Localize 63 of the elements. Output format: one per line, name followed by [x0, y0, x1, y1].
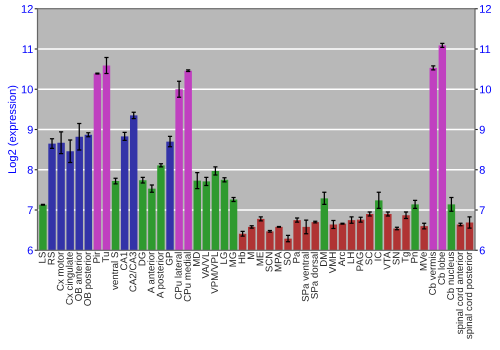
x-tick-label: Cx cingulate: [66, 252, 75, 305]
x-tick-label: Cb nucleus: [446, 252, 454, 300]
x-tick-label: CPu medial: [184, 252, 191, 302]
x-tick-label: Pa: [292, 252, 300, 263]
x-tick-label: LH: [347, 252, 354, 264]
x-tick-label: PAG: [356, 252, 364, 271]
x-tick-label: SPa dorsal: [310, 252, 318, 299]
x-tick-label: Pn: [410, 252, 418, 263]
y-tick-label: 9: [28, 126, 33, 134]
x-tick-label: MPA: [274, 252, 282, 272]
x-tick-label: Tu: [102, 252, 110, 262]
x-tick-label: CA2/CA3: [129, 252, 136, 292]
x-tick-label: OB posterior: [84, 252, 93, 306]
x-tick-label: CPu lateral: [174, 252, 182, 300]
x-tick-label: LG: [220, 252, 228, 264]
x-tick-label: Cb vermis: [428, 252, 436, 295]
x-tick-label: ventral S: [111, 252, 118, 290]
x-tick-label: MVe: [420, 252, 427, 270]
y-tick-label: 12: [22, 5, 33, 13]
x-tick-label: GP: [166, 252, 173, 266]
y-tick-label: 11: [22, 45, 33, 54]
x-tick-label: Cb lobe: [438, 252, 445, 285]
y-tick-label: 7: [28, 206, 33, 214]
y2-tick-label: 11: [480, 45, 490, 54]
x-tick-label: ME: [256, 252, 264, 266]
x-tick-label: M: [248, 252, 254, 259]
x-tick-label: A posterior: [156, 252, 166, 298]
x-tick-label: Hb: [238, 252, 246, 264]
x-tick-label: SPa ventral: [302, 252, 309, 302]
x-tick-label: CA1: [120, 252, 128, 270]
y2-tick-label: 12: [480, 5, 491, 13]
x-tick-label: Arc: [338, 252, 346, 266]
x-tick-label: VTA: [384, 252, 390, 270]
x-tick-label: LS: [38, 252, 46, 263]
x-tick-label: Tg: [402, 252, 411, 263]
y2-tick-label: 10: [480, 86, 492, 94]
y2-tick-label: 9: [480, 126, 485, 134]
x-tick-label: MD: [193, 252, 200, 266]
x-tick-label: DG: [138, 252, 146, 266]
y2-tick-label: 8: [480, 166, 485, 174]
x-tick-label: IC: [374, 252, 382, 260]
x-tick-label: SC: [365, 252, 372, 265]
y-axis-title: Log2 (expression): [8, 86, 18, 174]
x-tick-label: A anterior: [147, 252, 154, 294]
x-tick-label: MG: [229, 252, 236, 266]
x-tick-label: VMH: [329, 252, 336, 274]
x-tick-label: DM: [320, 252, 327, 266]
x-tick-label: SCN: [266, 252, 272, 272]
y-tick-label: 10: [22, 86, 33, 94]
x-tick-label: Cx motor: [56, 252, 64, 291]
x-tick-label: OB anterior: [74, 252, 82, 301]
x-tick-label: SN: [392, 252, 400, 265]
y2-tick-label: 7: [480, 206, 485, 214]
x-tick-label: VA/VL: [202, 252, 209, 278]
x-tick-label: Pir: [92, 252, 100, 263]
x-tick-label: VPM/VPL: [210, 252, 218, 294]
y2-tick-label: 6: [480, 246, 485, 254]
x-tick-label: RS: [48, 252, 55, 264]
y-tick-label: 6: [28, 246, 33, 254]
x-tick-label: spinal cord posterior: [465, 252, 474, 339]
y-tick-label: 8: [28, 166, 33, 174]
x-tick-label: SO: [284, 252, 291, 266]
x-tick-label: spinal cord anterior: [456, 252, 466, 334]
